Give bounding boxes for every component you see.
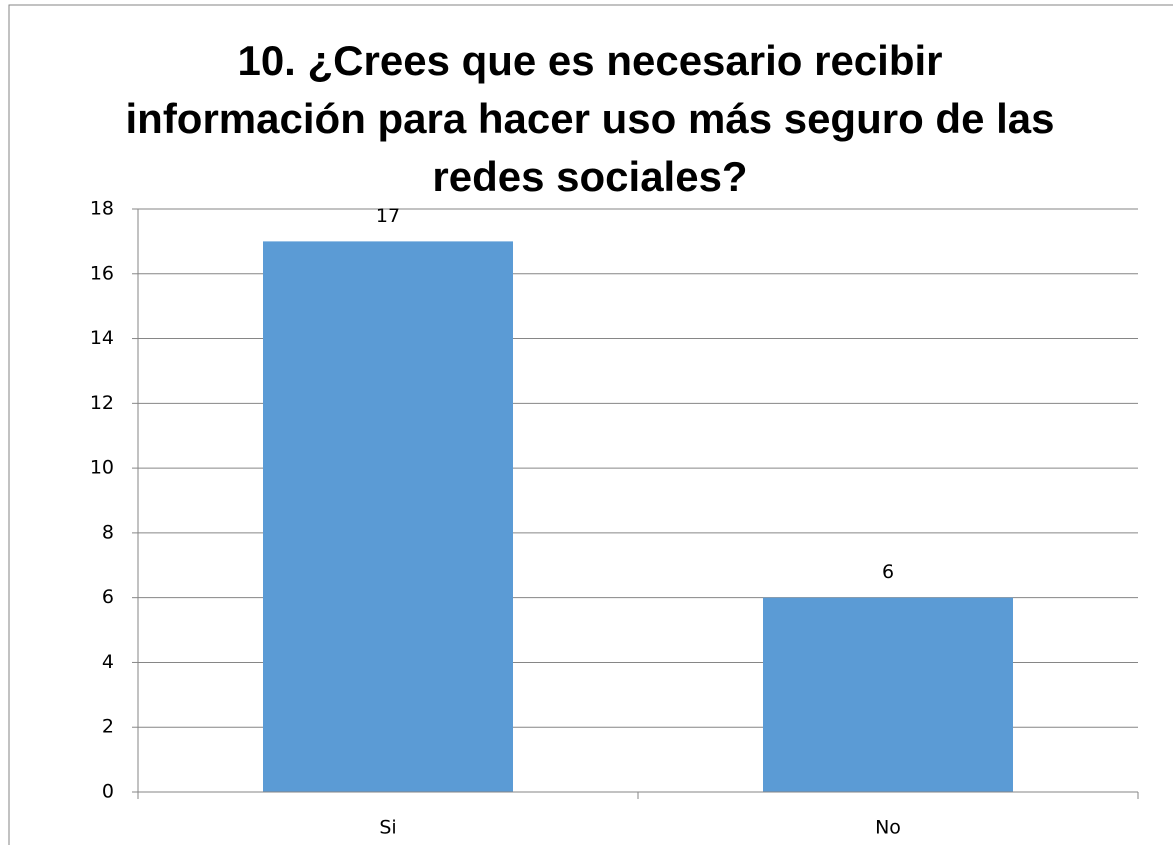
chart-title: redes sociales? <box>432 153 747 200</box>
y-tick-label: 8 <box>102 521 114 543</box>
y-tick-label: 6 <box>102 586 114 608</box>
y-tick-label: 10 <box>90 457 114 479</box>
chart-title: 10. ¿Crees que es necesario recibir <box>237 37 942 84</box>
bar <box>263 241 513 792</box>
y-tick-label: 4 <box>102 651 114 673</box>
y-tick-label: 0 <box>102 781 114 803</box>
y-tick-label: 14 <box>90 327 114 349</box>
data-label: 17 <box>376 205 400 227</box>
x-tick-label: Si <box>379 817 396 839</box>
bar <box>763 597 1013 792</box>
data-label: 6 <box>882 561 894 583</box>
x-tick-label: No <box>875 817 901 839</box>
y-tick-label: 2 <box>102 716 114 738</box>
y-tick-label: 12 <box>90 392 114 414</box>
chart-title: información para hacer uso más seguro de… <box>126 95 1055 142</box>
y-tick-label: 18 <box>90 198 114 220</box>
y-tick-label: 16 <box>90 262 114 284</box>
